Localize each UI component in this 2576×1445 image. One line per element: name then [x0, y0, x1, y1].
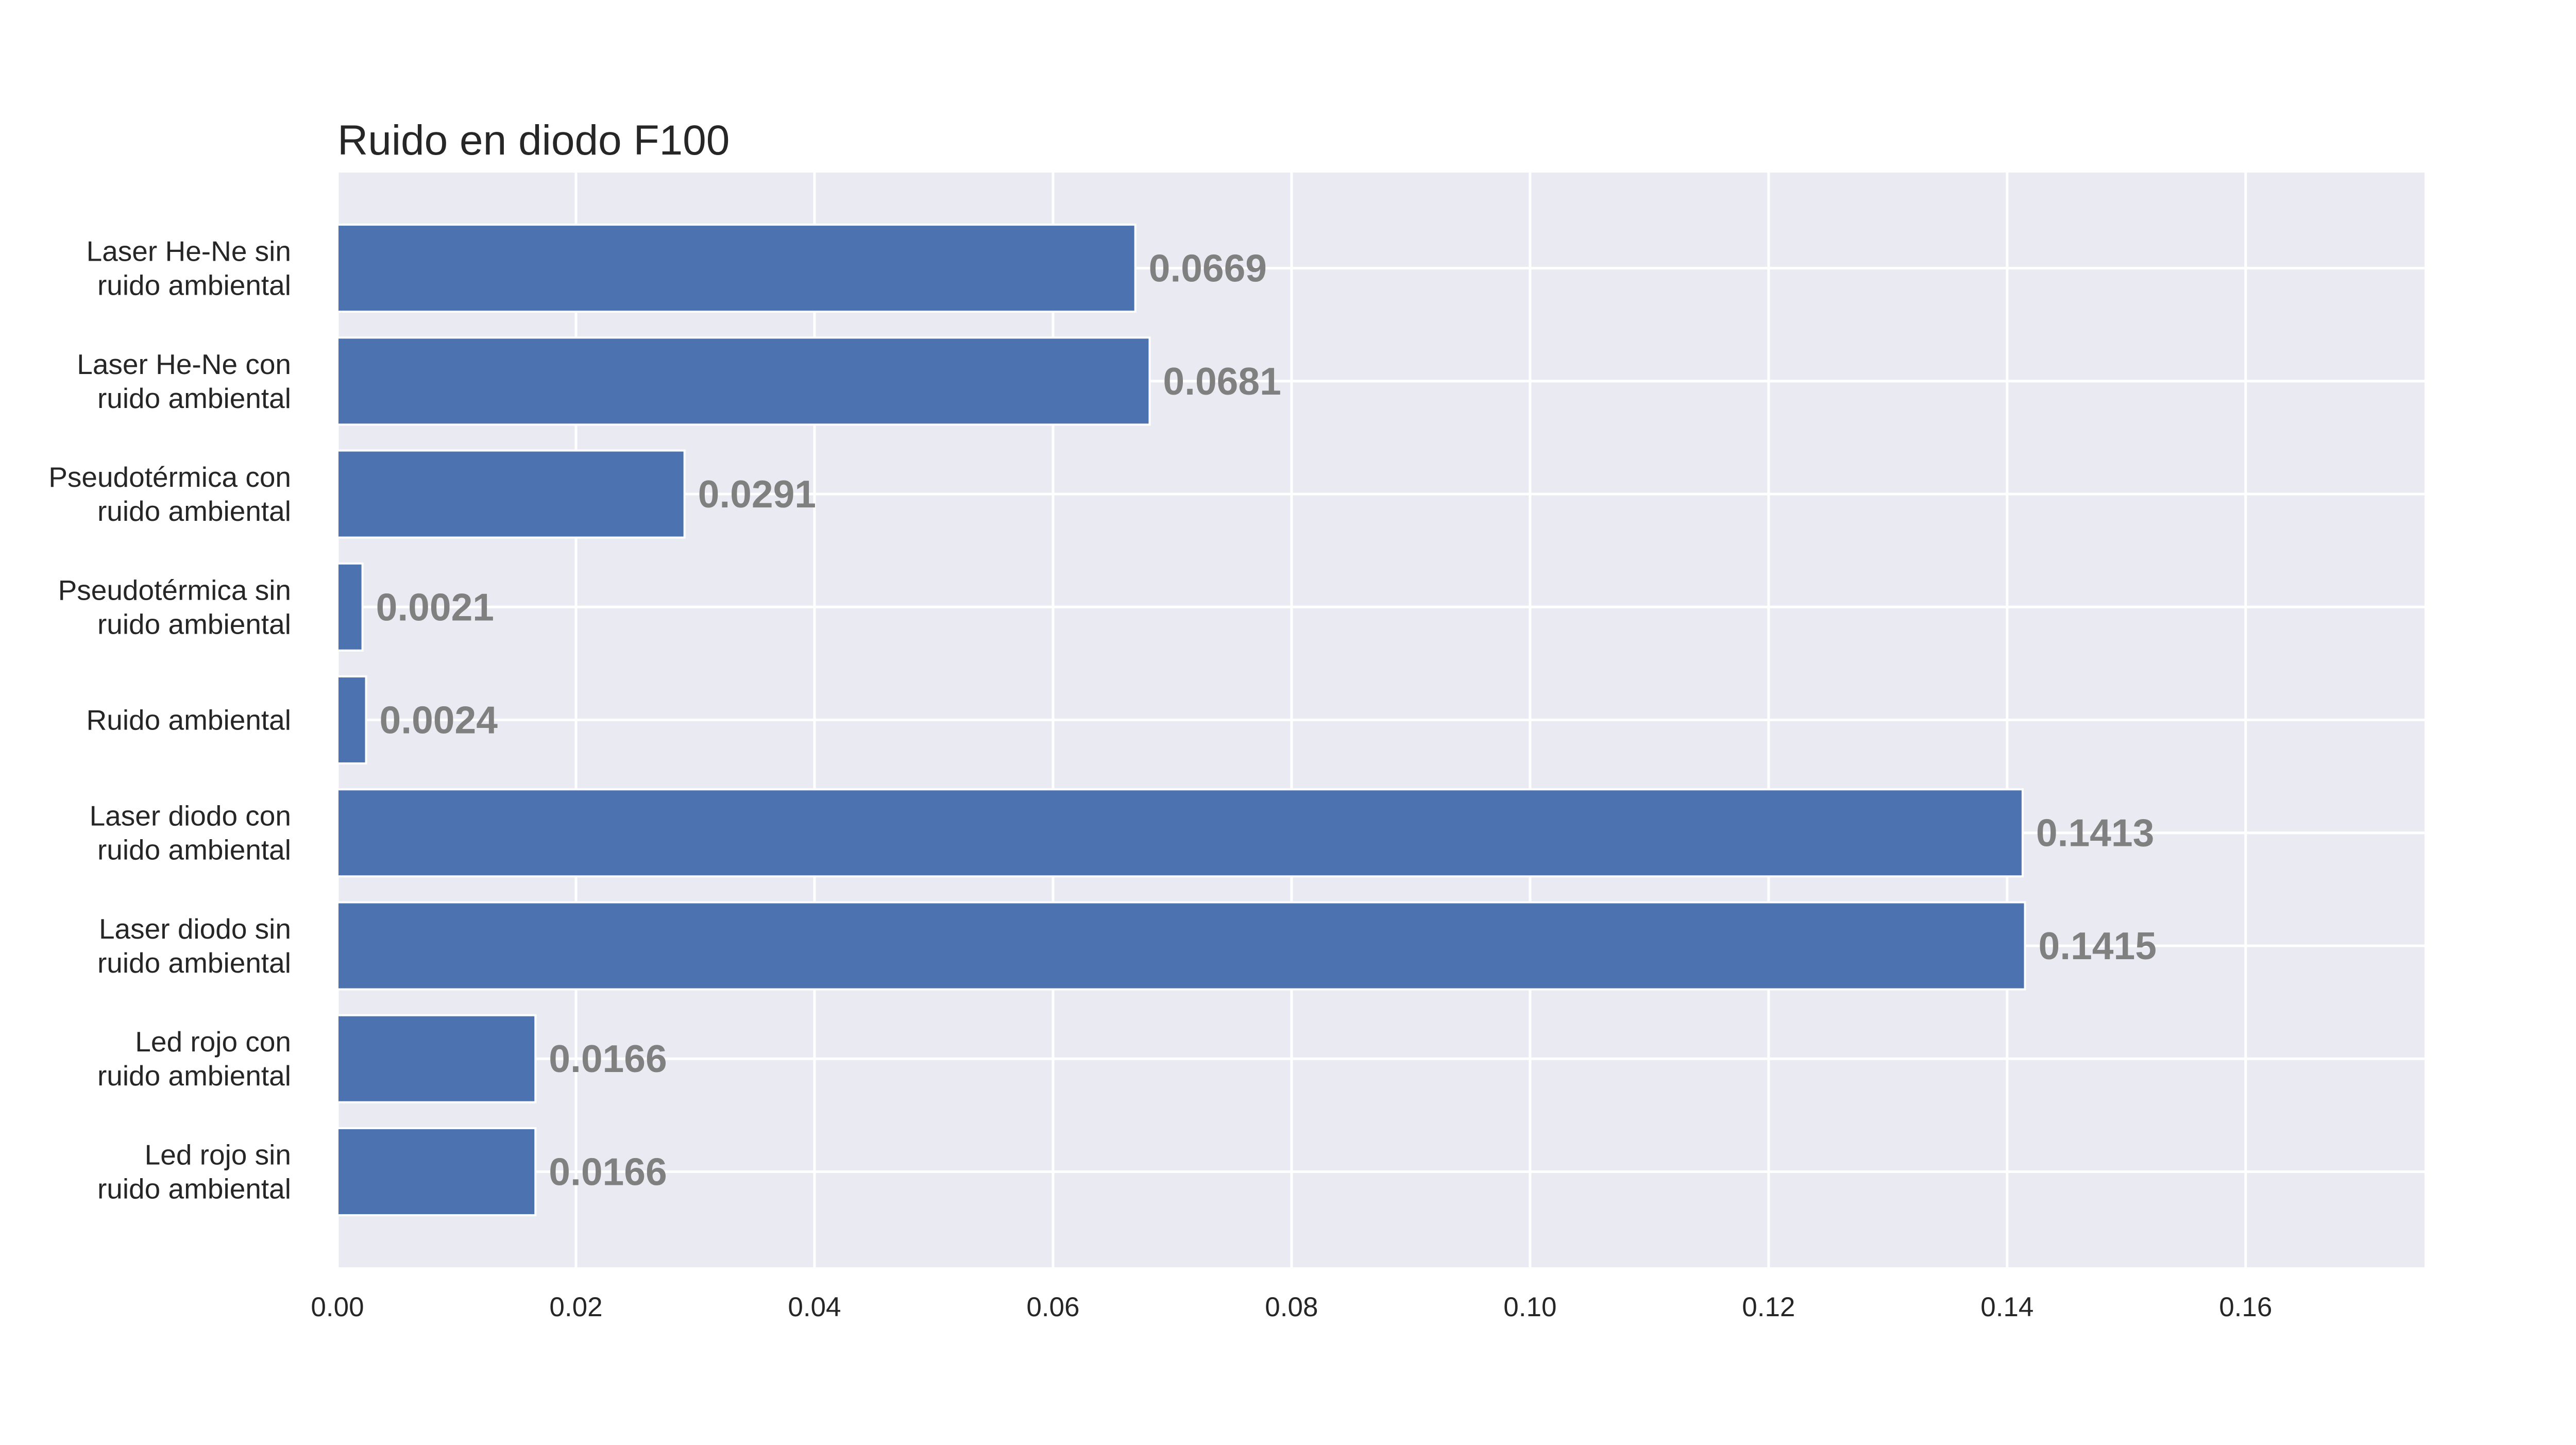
bars [336, 224, 2026, 1216]
x-tick-label: 0.16 [2219, 1292, 2272, 1322]
category-label: Laser He-Ne con ruido ambiental [77, 348, 291, 414]
x-tick-label: 0.10 [1503, 1292, 1556, 1322]
bar-value-label: 0.0669 [1149, 247, 1267, 290]
bar [336, 1014, 537, 1103]
bar-value-label: 0.0021 [376, 585, 494, 628]
bar-value-label: 0.0166 [549, 1037, 667, 1080]
category-label: Laser diodo con ruido ambiental [90, 800, 291, 866]
category-label: Laser He-Ne sin ruido ambiental [87, 235, 291, 301]
bar [336, 1127, 537, 1216]
bar [336, 562, 364, 652]
bar-value-label: 0.0681 [1163, 360, 1281, 403]
bar-value-label: 0.1415 [2039, 924, 2157, 967]
bar-value-label: 0.0166 [549, 1150, 667, 1193]
x-tick-label: 0.00 [311, 1292, 364, 1322]
x-tick-label: 0.12 [1742, 1292, 1795, 1322]
category-label: Pseudotérmica con ruido ambiental [48, 461, 291, 527]
category-labels: Laser He-Ne sin ruido ambiental Laser He-N… [48, 235, 291, 1205]
category-label: Laser diodo sin ruido ambiental [97, 913, 291, 979]
bar [336, 675, 367, 764]
bar-value-label: 0.1413 [2036, 811, 2154, 855]
x-axis-tick-labels: 0.00 0.02 0.04 0.06 0.08 0.10 0.12 0.14 0.16 [311, 1292, 2272, 1322]
x-tick-label: 0.06 [1026, 1292, 1079, 1322]
x-tick-label: 0.04 [788, 1292, 841, 1322]
bar [336, 449, 686, 539]
category-label: Led rojo con ruido ambiental [97, 1026, 291, 1092]
bar-value-label: 0.0024 [380, 699, 498, 742]
bar [336, 901, 2026, 991]
category-label: Pseudotérmica sin ruido ambiental [58, 574, 291, 640]
bar [336, 224, 1137, 313]
category-label: Ruido ambiental [87, 704, 291, 736]
chart-title: Ruido en diodo F100 [337, 117, 730, 164]
category-label: Led rojo sin ruido ambiental [97, 1138, 291, 1204]
x-tick-label: 0.14 [1980, 1292, 2033, 1322]
value-labels: 0.0669 0.0681 0.0291 0.0021 0.0024 0.1413 0.14… [376, 247, 2157, 1194]
x-tick-label: 0.02 [549, 1292, 602, 1322]
bar [336, 336, 1151, 426]
bar-value-label: 0.0291 [698, 472, 816, 516]
bar [336, 788, 2024, 878]
x-tick-label: 0.08 [1265, 1292, 1318, 1322]
